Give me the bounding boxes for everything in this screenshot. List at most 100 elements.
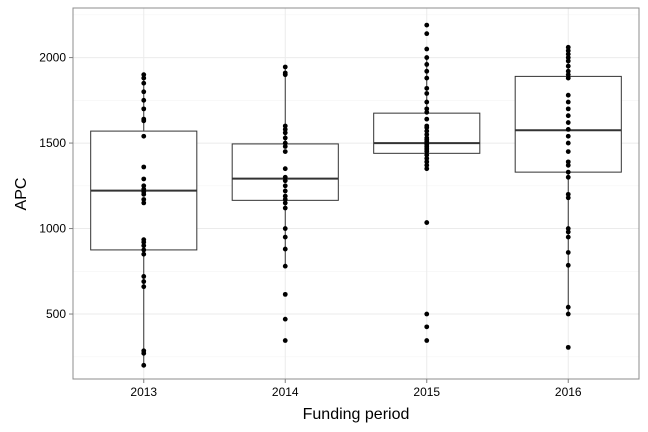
data-point [424,85,430,91]
data-point [282,166,288,172]
data-points [141,22,571,368]
x-tick-label: 2013 [130,385,157,399]
y-tick-label: 1500 [39,136,66,150]
data-point [565,75,571,81]
data-point [424,311,430,317]
data-point [424,128,430,134]
data-point [565,311,571,317]
data-point [282,183,288,189]
x-axis-title: Funding period [303,406,410,423]
data-point [424,31,430,37]
data-point [565,140,571,146]
plot-panel-border [72,7,640,380]
data-point [282,263,288,269]
data-point [565,229,571,235]
data-point [565,149,571,155]
data-point [282,123,288,129]
data-point [565,44,571,50]
data-point [424,152,430,158]
data-point [141,247,147,253]
data-point [424,220,430,225]
data-point [141,279,147,284]
data-point [565,169,571,175]
data-point [141,237,147,243]
data-point [282,135,288,141]
data-point [565,113,571,119]
data-point [565,68,571,74]
data-point [424,22,430,28]
data-point [282,193,288,199]
data-point [424,109,430,115]
data-point [282,205,288,211]
data-point [424,135,430,141]
data-point [565,226,571,231]
data-point [282,140,288,146]
data-point [424,123,430,129]
data-point [282,234,288,240]
data-point [565,48,571,54]
data-point [141,106,147,112]
data-point [424,99,430,105]
data-point [565,72,571,78]
data-point [282,226,288,231]
data-point [565,92,571,98]
x-axis-ticks: 2013 2014 2015 2016 [130,379,582,399]
data-point [282,178,288,184]
data-point [282,144,288,149]
data-point [565,344,571,350]
data-point [424,166,430,172]
data-point [141,284,147,290]
data-point [565,234,571,240]
data-point [282,149,288,155]
data-point [141,164,147,170]
data-point [424,116,430,122]
data-point [565,58,571,64]
data-point [141,176,147,182]
data-point [282,338,288,343]
data-point [141,243,147,249]
data-point [424,46,430,52]
data-point [424,55,430,60]
data-point [141,200,147,206]
data-point [141,251,147,257]
data-point [141,183,147,189]
data-point [282,188,288,194]
data-point [565,195,571,201]
data-point [424,91,430,96]
data-point [282,174,288,180]
y-axis-title: APC [13,178,30,211]
data-point [141,197,147,202]
data-point [282,130,288,136]
data-point [282,64,288,70]
data-point [565,55,571,60]
data-point [565,191,571,197]
data-point [141,116,147,122]
data-point [282,316,288,322]
data-point [424,156,430,161]
data-point [141,362,147,368]
data-point [141,72,147,78]
data-point [282,246,288,252]
data-point [565,120,571,125]
data-point [565,106,571,112]
x-tick-label: 2016 [555,385,582,399]
data-point [565,162,571,168]
data-point [565,51,571,57]
y-axis-ticks: 500 1000 1500 2000 [39,51,73,321]
data-point [565,304,571,310]
data-point [424,106,430,112]
y-tick-label: 1000 [39,222,66,236]
data-point [424,324,430,330]
data-point [141,89,147,95]
data-point [424,338,430,343]
data-point [141,186,147,192]
data-point [565,126,571,132]
data-point [565,174,571,180]
data-point [282,126,288,132]
data-point [565,159,571,165]
x-tick-label: 2015 [413,385,440,399]
data-point [141,133,147,139]
y-tick-label: 500 [46,307,66,321]
data-point [141,274,147,279]
